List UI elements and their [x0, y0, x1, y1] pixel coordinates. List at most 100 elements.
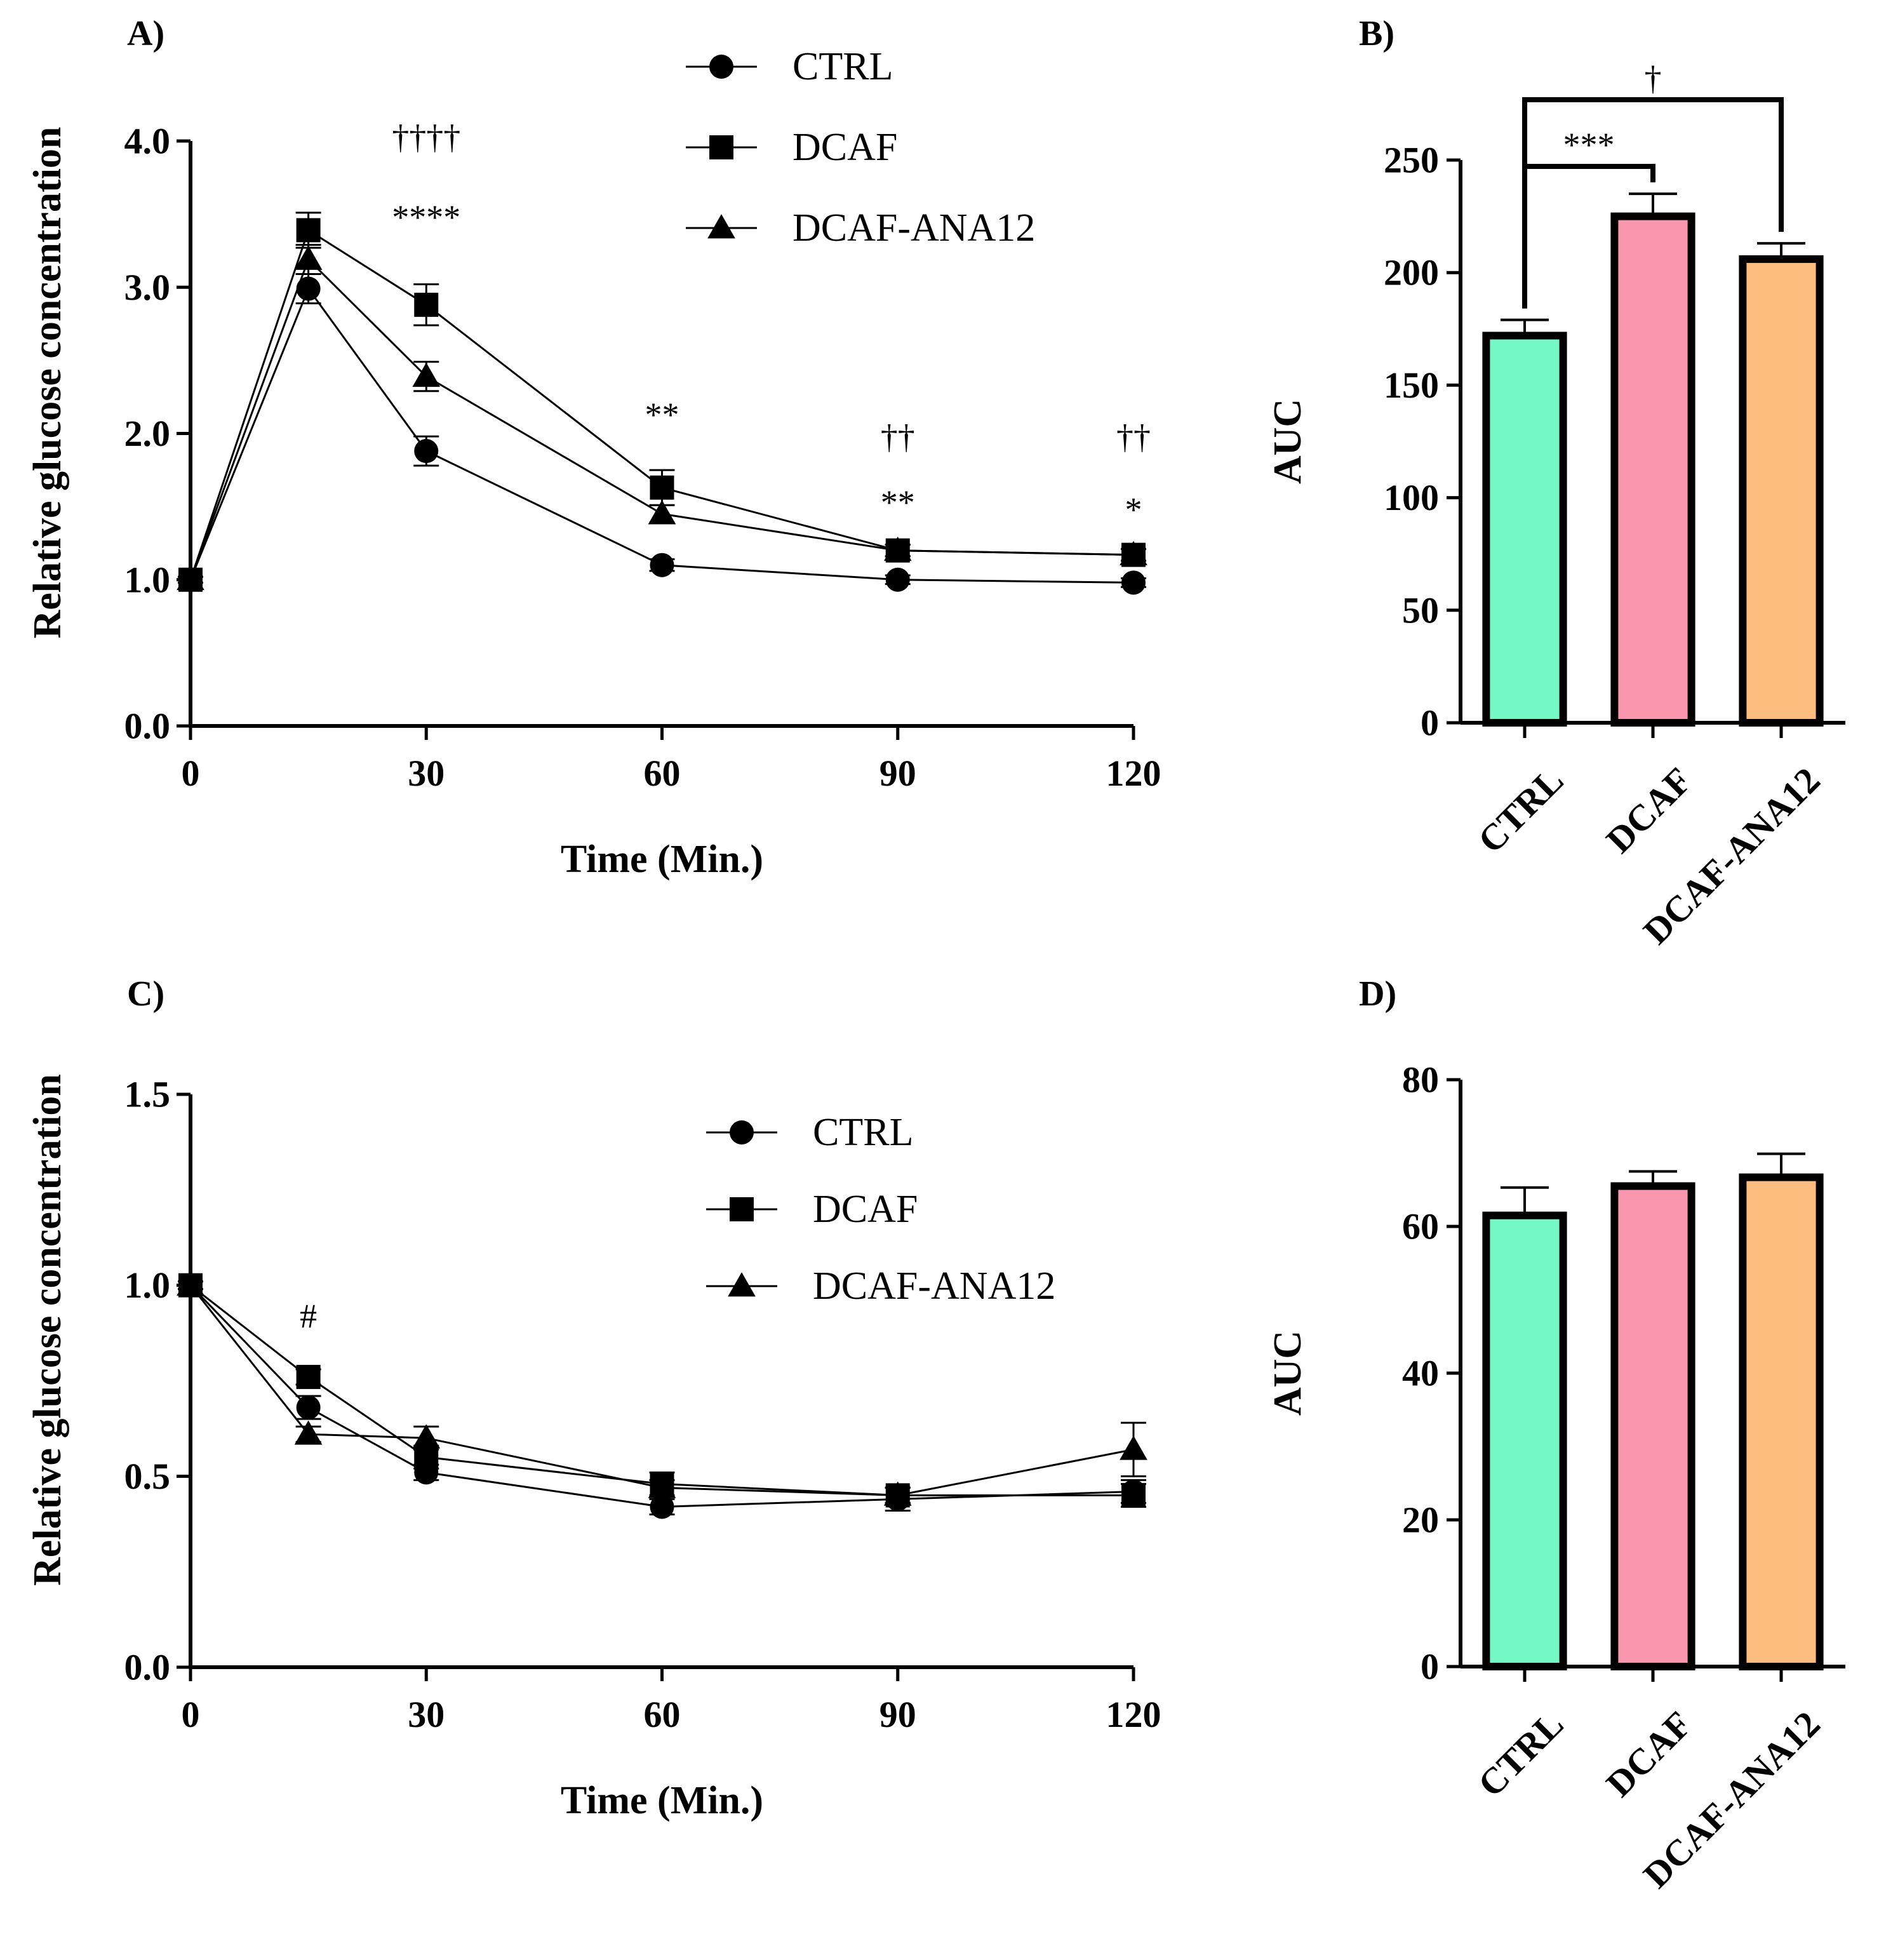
- data-point-dcaf: [296, 1364, 321, 1389]
- data-point-ctrl: [650, 1494, 674, 1519]
- series-line-dcaf-ana12: [189, 257, 1134, 581]
- legend-label: DCAF-ANA12: [792, 206, 1035, 250]
- bar-dcaf: [1610, 212, 1695, 727]
- data-point-dcaf-ana12: [883, 1481, 912, 1506]
- panel-label: A): [127, 14, 164, 53]
- panel-label: C): [127, 974, 164, 1014]
- data-point-dcaf-ana12: [648, 500, 676, 525]
- legend-label: CTRL: [792, 45, 893, 88]
- legend-marker-ctrl: [730, 1120, 754, 1144]
- legend-label: DCAF: [813, 1188, 918, 1231]
- x-tick-label: 90: [879, 753, 916, 794]
- y-tick-label: 0: [1421, 1646, 1439, 1688]
- significance-annotation: †: [1645, 59, 1662, 97]
- x-tick-label: 60: [644, 753, 681, 794]
- y-tick-label: 1.0: [124, 559, 171, 600]
- y-tick-label: 0.5: [124, 1456, 171, 1497]
- series-line-ctrl: [189, 286, 1134, 584]
- x-tick-label: 60: [644, 1694, 681, 1735]
- data-point-dcaf-ana12: [294, 1420, 323, 1445]
- data-point-ctrl: [650, 553, 674, 577]
- y-tick-label: 200: [1384, 252, 1439, 293]
- bar-ctrl: [1482, 1211, 1567, 1671]
- significance-annotation: ††††: [392, 118, 460, 156]
- y-tick-label: 50: [1402, 589, 1439, 631]
- x-tick-label: CTRL: [1470, 1703, 1572, 1805]
- x-tick-label: DCAF: [1598, 1703, 1700, 1805]
- data-point-ctrl: [296, 1395, 321, 1420]
- significance-annotation: #: [300, 1297, 317, 1335]
- y-tick-label: 4.0: [124, 121, 171, 162]
- data-point-dcaf-ana12: [412, 1424, 441, 1449]
- panel-c-line-chart: C) 0.0 0.5 1.0 1.5 0 30 60 90 120 Time (Min.) Relat…: [26, 974, 1161, 1822]
- data-point-dcaf-ana12: [1120, 540, 1147, 565]
- legend-marker-dcaf-ana12: [728, 1272, 756, 1297]
- y-tick-label: 0.0: [124, 706, 171, 747]
- data-point-dcaf-ana12: [883, 536, 912, 561]
- series-line-ctrl: [189, 1284, 1134, 1508]
- y-tick-label: 60: [1402, 1206, 1439, 1247]
- y-tick-label: 0: [1421, 702, 1439, 744]
- data-point-dcaf-ana12: [412, 362, 441, 387]
- bar-dcaf-ana12: [1739, 255, 1824, 727]
- data-point-dcaf: [650, 475, 674, 500]
- legend-marker-dcaf: [730, 1197, 754, 1221]
- y-axis-title: AUC: [1266, 1331, 1309, 1416]
- legend-label: DCAF-ANA12: [813, 1265, 1055, 1308]
- series-line-dcaf: [190, 1284, 1133, 1496]
- y-tick-label: 20: [1402, 1500, 1439, 1541]
- y-tick-label: 40: [1402, 1353, 1439, 1394]
- data-point-ctrl: [885, 567, 910, 592]
- significance-annotation: ††: [1116, 418, 1151, 456]
- x-tick-label: CTRL: [1470, 760, 1572, 861]
- x-axis-title: Time (Min.): [561, 1779, 763, 1822]
- panel-label: D): [1359, 974, 1396, 1014]
- data-point-dcaf: [296, 218, 321, 243]
- x-tick-label: 120: [1106, 1694, 1161, 1735]
- data-point-dcaf-ana12: [177, 1271, 204, 1296]
- y-axis-title: Relative glucose concentration: [26, 1074, 69, 1586]
- significance-annotation: **: [881, 483, 915, 521]
- series-dcaf-ana12: [177, 1271, 1147, 1506]
- x-tick-label: DCAF: [1598, 760, 1700, 861]
- significance-annotation: **: [645, 396, 679, 434]
- bar-ctrl: [1482, 332, 1567, 727]
- bar-dcaf-ana12: [1739, 1173, 1824, 1670]
- y-axis-title: Relative glucose concentration: [26, 127, 69, 639]
- y-tick-label: 1.0: [124, 1265, 171, 1306]
- x-tick-label: 30: [408, 753, 445, 794]
- series-line-dcaf-ana12: [189, 1284, 1134, 1496]
- data-point-dcaf: [414, 292, 439, 317]
- bar-dcaf: [1610, 1182, 1695, 1670]
- legend: CTRL DCAF DCAF-ANA12: [686, 45, 1035, 250]
- series-dcaf-ana12: [177, 243, 1147, 591]
- series-dcaf: [178, 1273, 1146, 1508]
- x-tick-label: 0: [182, 1694, 200, 1735]
- data-point-dcaf: [1121, 1483, 1146, 1508]
- legend: CTRL DCAF DCAF-ANA12: [706, 1111, 1055, 1308]
- y-axis-title: AUC: [1266, 399, 1309, 484]
- data-point-dcaf-ana12: [1120, 1435, 1147, 1460]
- data-point-dcaf-ana12: [648, 1473, 676, 1498]
- x-axis-title: Time (Min.): [561, 838, 763, 881]
- significance-annotation: ††: [881, 418, 915, 456]
- panel-a-line-chart: A) 0.0 1.0 2.0 3.0 4.0 0 30 60 90 120 Time (Min.) Re…: [26, 14, 1161, 881]
- y-tick-label: 100: [1384, 477, 1439, 518]
- x-tick-label: 120: [1106, 753, 1161, 794]
- legend-marker-dcaf: [709, 135, 733, 159]
- data-point-dcaf-ana12: [294, 245, 323, 270]
- x-tick-label: 0: [182, 753, 200, 794]
- panel-label: B): [1359, 14, 1394, 53]
- data-point-ctrl: [1121, 570, 1146, 595]
- data-point-dcaf-ana12: [177, 565, 204, 591]
- x-tick-label: 30: [408, 1694, 445, 1735]
- significance-annotation: ***: [1563, 126, 1615, 164]
- legend-marker-ctrl: [709, 55, 733, 79]
- x-tick-label: 90: [879, 1694, 916, 1735]
- y-tick-label: 0.0: [124, 1647, 171, 1688]
- y-tick-label: 250: [1384, 140, 1439, 181]
- data-point-ctrl: [414, 439, 439, 464]
